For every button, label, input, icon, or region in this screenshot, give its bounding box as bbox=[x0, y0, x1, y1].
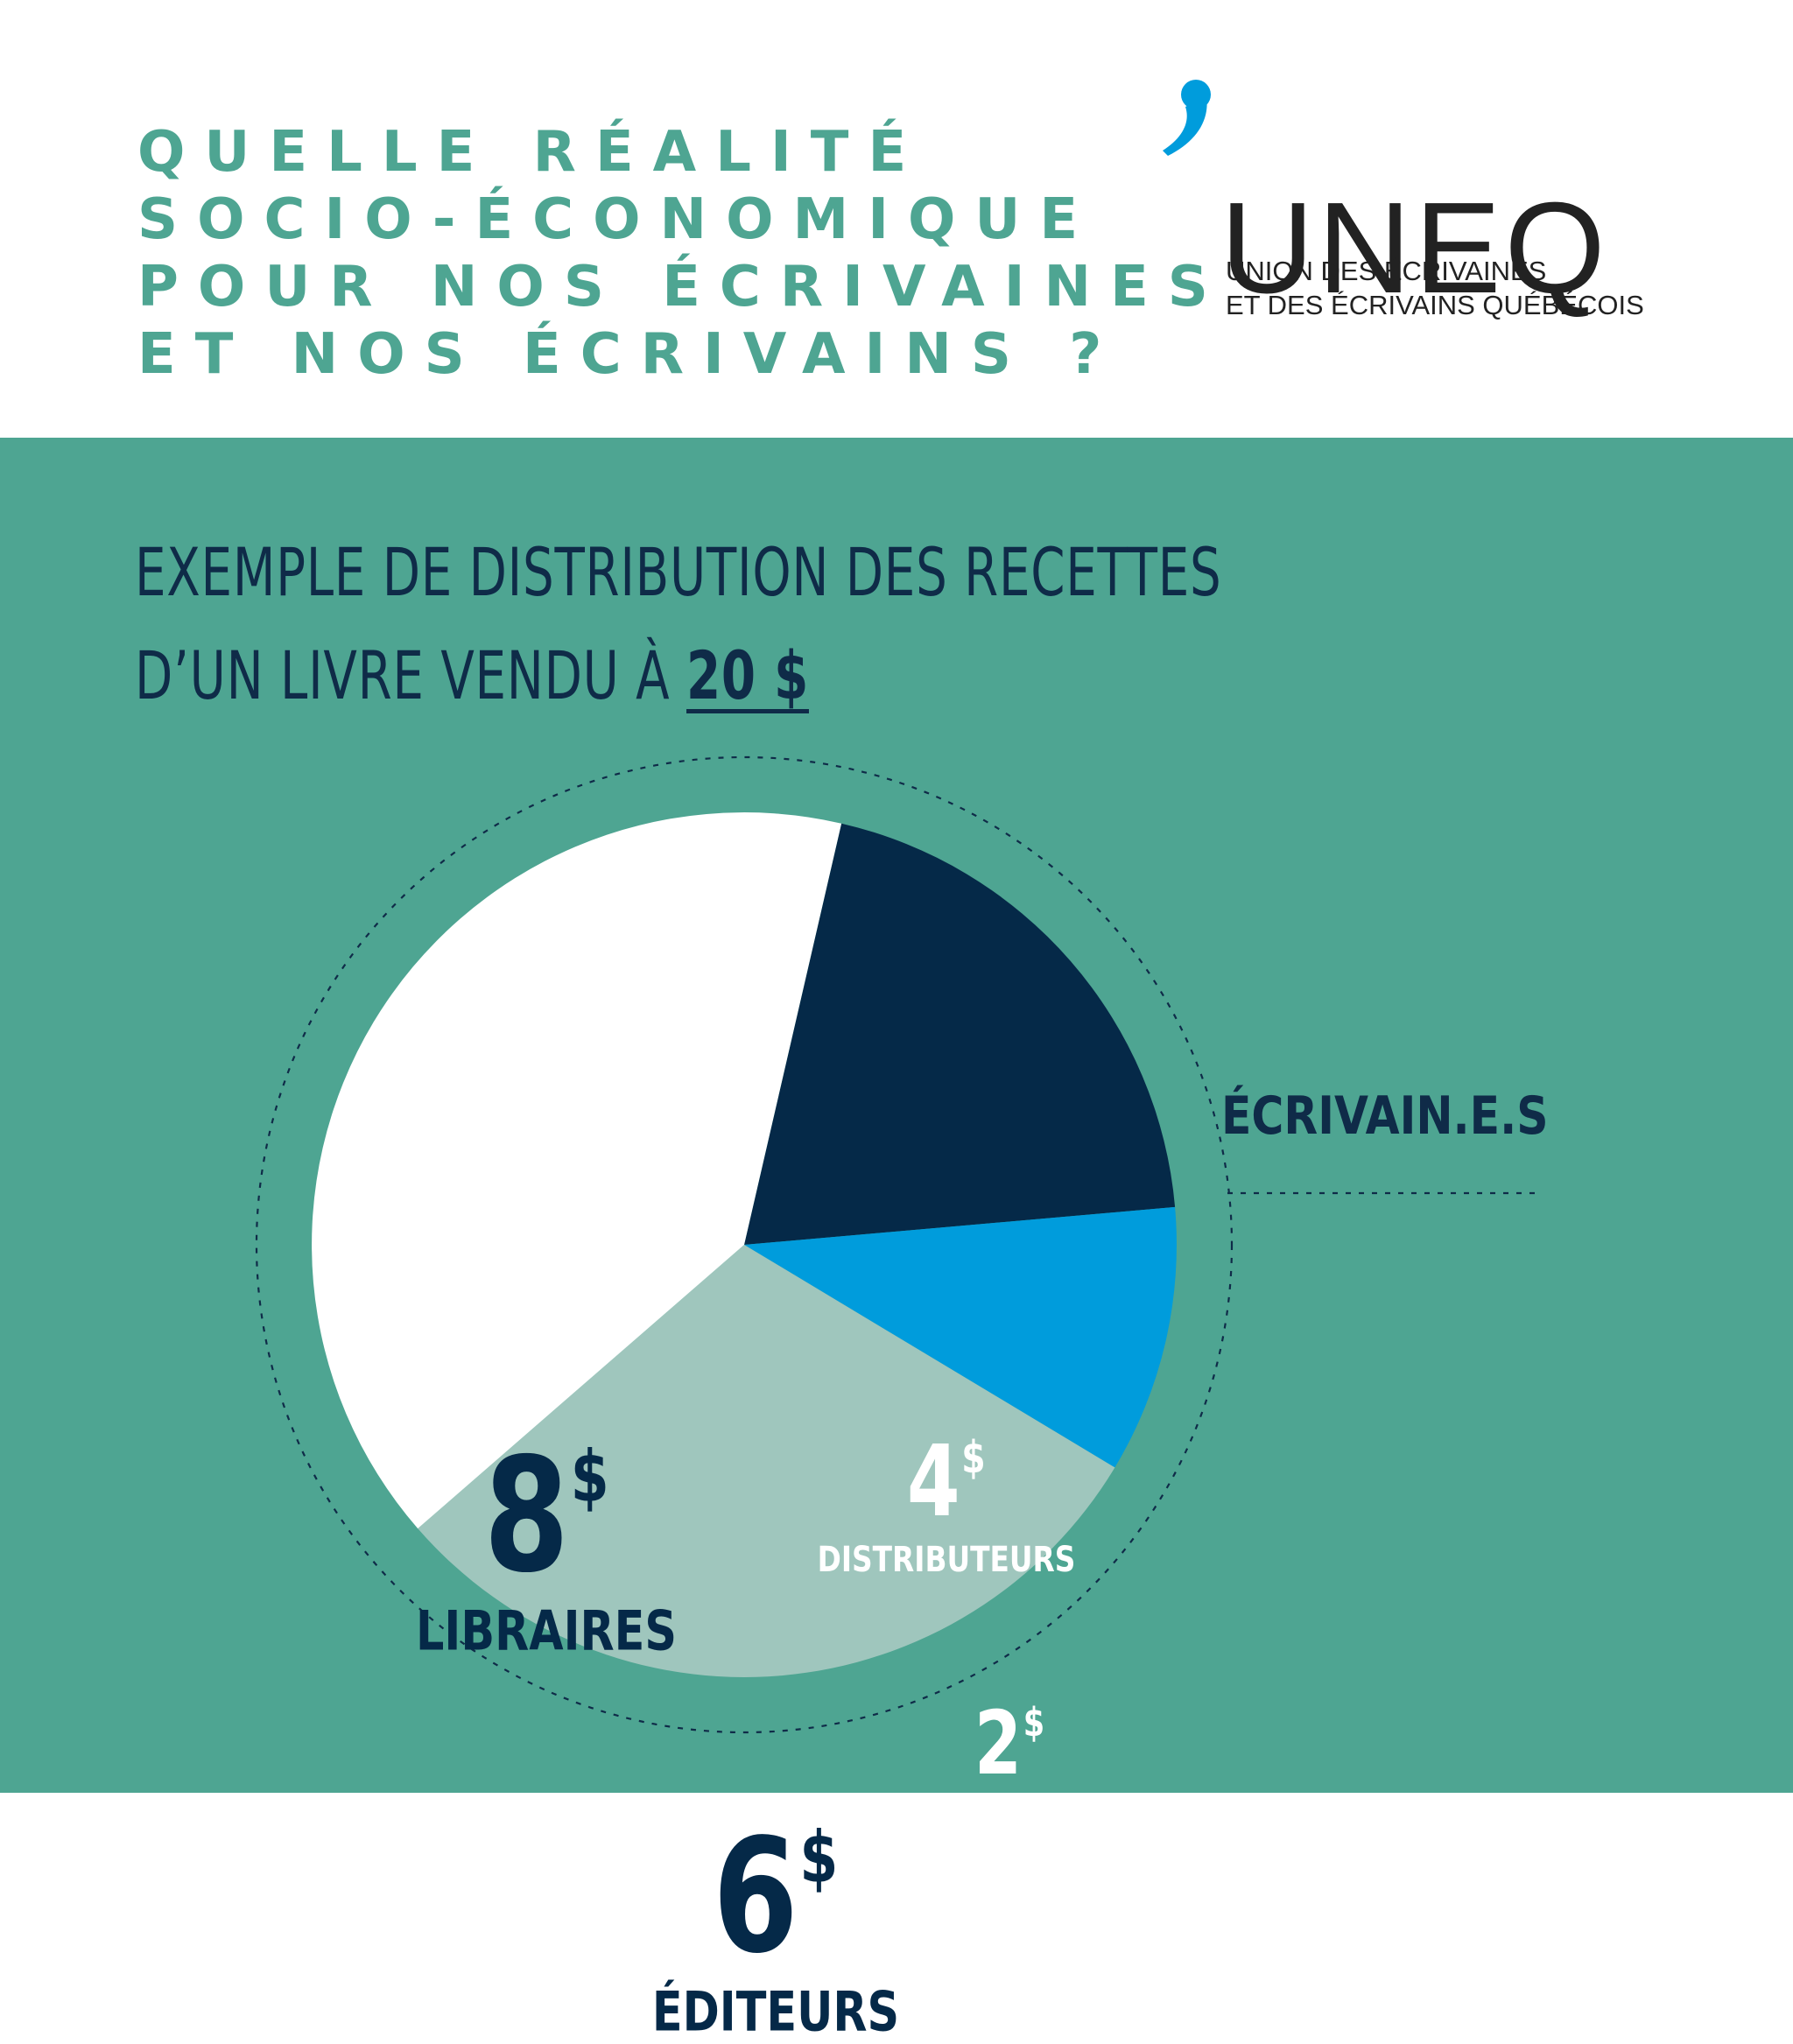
slice-value: 4$ bbox=[907, 1433, 986, 1531]
chart-title-line-2: D’UN LIVRE VENDU À 20 $ bbox=[135, 624, 1221, 727]
chart-title-line: EXEMPLE DE DISTRIBUTION DES RECETTES bbox=[135, 533, 1222, 611]
chart-title-price: 20 $ bbox=[686, 636, 809, 714]
logo-subtitle-line: ET DES ÉCRIVAINS QUÉBÉCOIS bbox=[1226, 290, 1644, 320]
pie-chart bbox=[255, 755, 1539, 1734]
slice-label-ecrivain-e-s: 2$ bbox=[965, 1700, 1055, 1788]
slice-value: 8$ bbox=[483, 1436, 609, 1596]
chart-title-text: D’UN LIVRE VENDU À bbox=[135, 636, 671, 714]
slice-value-number: 8 bbox=[483, 1424, 570, 1608]
slice-label-name: DISTRIBUTEURS bbox=[817, 1540, 1076, 1580]
slice-label-name: ÉDITEURS bbox=[651, 1979, 900, 2044]
pie-slice-distributeurs bbox=[744, 823, 1176, 1245]
header-question: QUELLE RÉALITÉ SOCIO-ÉCONOMIQUE POUR NOS… bbox=[137, 119, 1227, 389]
question-line: POUR NOS ÉCRIVAINES bbox=[137, 255, 1227, 320]
chart-panel: EXEMPLE DE DISTRIBUTION DES RECETTES D’U… bbox=[0, 438, 1793, 2044]
slice-value: 6$ bbox=[713, 1816, 839, 1977]
slice-value-currency: $ bbox=[1023, 1698, 1045, 1745]
pie-slices bbox=[312, 812, 1177, 1677]
slice-value-currency: $ bbox=[570, 1436, 609, 1519]
chart-title: EXEMPLE DE DISTRIBUTION DES RECETTES D’U… bbox=[135, 521, 1221, 727]
slice-value: 2$ bbox=[974, 1700, 1044, 1788]
slice-label-distributeurs: 4$ DISTRIBUTEURS bbox=[789, 1433, 1104, 1580]
logo-comma-icon bbox=[1163, 80, 1211, 156]
slice-value-number: 4 bbox=[907, 1425, 960, 1539]
slice-label-name-ecrivains: ÉCRIVAIN.E.S bbox=[1221, 1085, 1549, 1147]
pie-slice-libraires bbox=[312, 812, 842, 1529]
question-line: ET NOS ÉCRIVAINS ? bbox=[137, 322, 1122, 387]
uneq-logo: UNEQ UNION DES ÉCRIVAINES ET DES ÉCRIVAI… bbox=[1156, 79, 1681, 333]
slice-label-editeurs: 6$ ÉDITEURS bbox=[625, 1816, 926, 2044]
slice-value-number: 6 bbox=[713, 1805, 799, 1989]
logo-wordmark: UNEQ bbox=[1220, 176, 1609, 320]
dotted-ring bbox=[255, 755, 1234, 1734]
pie-slice-editeurs bbox=[418, 1245, 1115, 1677]
pie-slice-ecrivain-e-s bbox=[744, 1206, 1177, 1468]
slice-label-name: LIBRAIRES bbox=[416, 1598, 677, 1663]
slice-label-libraires: 8$ LIBRAIRES bbox=[387, 1436, 705, 1663]
logo-subtitle: UNION DES ÉCRIVAINES ET DES ÉCRIVAINS QU… bbox=[1226, 254, 1681, 322]
slice-value-number: 2 bbox=[974, 1692, 1023, 1795]
logo-subtitle-line: UNION DES ÉCRIVAINES bbox=[1226, 256, 1547, 286]
question-line: SOCIO-ÉCONOMIQUE bbox=[137, 187, 1098, 252]
question-line: QUELLE RÉALITÉ bbox=[137, 120, 926, 185]
slice-value-currency: $ bbox=[961, 1431, 986, 1484]
slice-value-currency: $ bbox=[799, 1816, 839, 1900]
header: QUELLE RÉALITÉ SOCIO-ÉCONOMIQUE POUR NOS… bbox=[0, 0, 1793, 438]
